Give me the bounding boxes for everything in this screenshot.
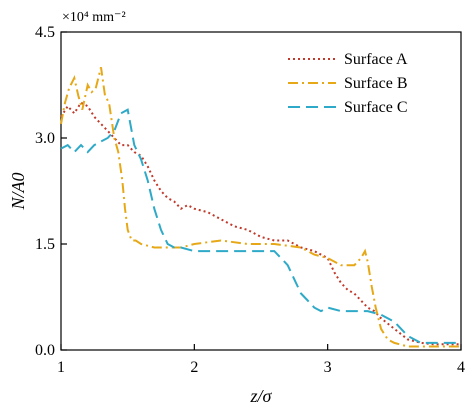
ticks-layer: 1 2 3 4 0.0 1.5 3.0 4.5 [35,24,465,376]
series-line-surface-c [60,108,461,344]
x-axis-label: z/σ [250,386,273,406]
legend: Surface A Surface B Surface C [288,51,408,116]
series-line-surface-a [60,101,461,346]
y-tick-label: 0.0 [35,342,55,359]
y-axis-label: N/A0 [8,172,28,210]
x-tick-label: 3 [324,359,332,376]
legend-label: Surface B [344,75,408,92]
y-tick-label: 3.0 [35,130,55,147]
legend-label: Surface C [344,99,408,116]
legend-label: Surface A [344,51,408,68]
x-tick-label: 4 [457,359,465,376]
y-tick-label: 4.5 [35,24,55,41]
unit-label: ×10⁴ mm⁻² [62,10,126,25]
plot-frame [60,31,462,351]
y-tick-label: 1.5 [35,236,55,253]
series-layer [60,67,461,348]
x-tick-label: 2 [190,359,198,376]
x-tick-label: 1 [57,359,65,376]
